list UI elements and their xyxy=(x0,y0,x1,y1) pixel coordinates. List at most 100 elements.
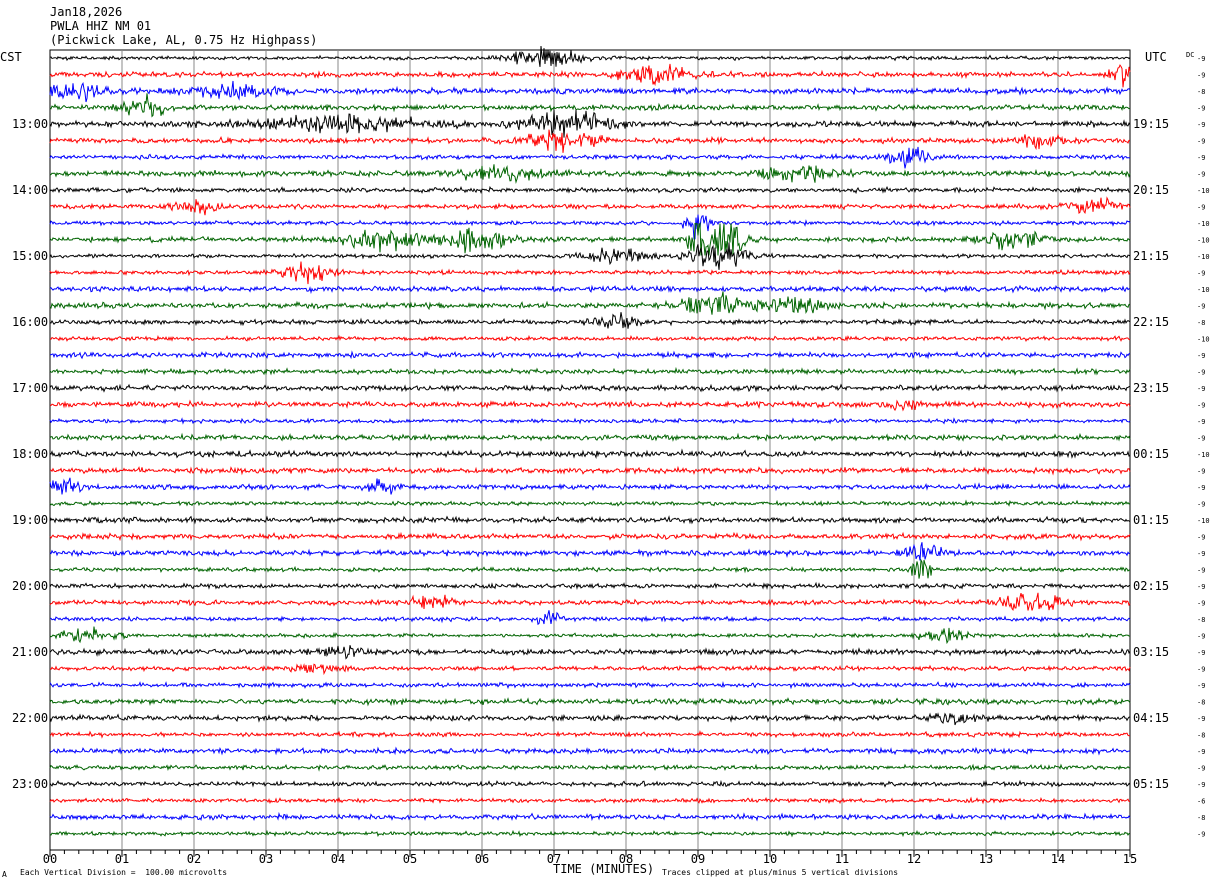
x-tick-label: 02 xyxy=(187,852,201,866)
dc-offset-label: -9 xyxy=(1197,121,1205,129)
seismic-trace xyxy=(50,334,1131,343)
dc-offset-label: -9 xyxy=(1197,72,1205,80)
right-hour-label: 20:15 xyxy=(1133,183,1169,197)
dc-offset-label: -9 xyxy=(1197,765,1205,773)
seismic-trace xyxy=(49,763,1131,772)
left-hour-label: 18:00 xyxy=(12,447,48,461)
seismic-trace xyxy=(49,185,1131,195)
seismic-trace xyxy=(49,366,1131,376)
x-tick-label: 15 xyxy=(1123,852,1137,866)
right-hour-label: 01:15 xyxy=(1133,513,1169,527)
left-hour-label: 23:00 xyxy=(12,777,48,791)
dc-offset-label: -9 xyxy=(1197,55,1205,63)
seismic-trace xyxy=(49,129,1130,153)
dc-offset-label: -9 xyxy=(1197,633,1205,641)
seismic-trace xyxy=(49,499,1131,507)
seismic-trace xyxy=(49,779,1131,789)
right-hour-label: 21:15 xyxy=(1133,249,1169,263)
seismic-trace xyxy=(49,109,1131,138)
seismic-trace xyxy=(49,542,1131,561)
seismic-trace xyxy=(49,465,1131,476)
dc-offset-label: -9 xyxy=(1197,781,1205,789)
seismic-trace xyxy=(49,399,1131,412)
dc-offset-label: -9 xyxy=(1197,418,1205,426)
x-tick-label: 01 xyxy=(115,852,129,866)
left-hour-label: 15:00 xyxy=(12,249,48,263)
dc-offset-label: -9 xyxy=(1197,468,1205,476)
dc-offset-label: -8 xyxy=(1197,88,1205,96)
dc-offset-label: -9 xyxy=(1197,435,1205,443)
seismic-trace xyxy=(49,432,1131,442)
seismic-trace xyxy=(49,697,1131,707)
left-hour-label: 14:00 xyxy=(12,183,48,197)
seismic-trace xyxy=(49,63,1131,88)
right-hour-label: 19:15 xyxy=(1133,117,1169,131)
seismic-trace xyxy=(49,645,1131,660)
dc-offset-label: -10 xyxy=(1197,253,1210,261)
dc-offset-label: -10 xyxy=(1197,517,1210,525)
dc-offset-label: -10 xyxy=(1197,237,1210,245)
right-hour-label: 02:15 xyxy=(1133,579,1169,593)
seismic-trace xyxy=(49,477,1131,495)
left-hour-label: 19:00 xyxy=(12,513,48,527)
dc-offset-label: -9 xyxy=(1197,154,1205,162)
seismic-trace xyxy=(49,312,1131,329)
right-hour-label: 05:15 xyxy=(1133,777,1169,791)
left-hour-label: 13:00 xyxy=(12,117,48,131)
seismic-trace xyxy=(49,196,1131,216)
dc-offset-label: -9 xyxy=(1197,715,1205,723)
seismic-trace xyxy=(49,829,1131,838)
dc-offset-label: -9 xyxy=(1197,204,1205,212)
seismic-trace xyxy=(49,531,1131,542)
dc-offset-label: -9 xyxy=(1197,369,1205,377)
x-tick-label: 07 xyxy=(547,852,561,866)
dc-offset-label: -9 xyxy=(1197,682,1205,690)
seismic-trace xyxy=(49,417,1131,425)
dc-offset-label: -9 xyxy=(1197,303,1205,311)
dc-offset-label: -9 xyxy=(1197,666,1205,674)
seismic-trace xyxy=(49,222,1131,256)
seismic-trace xyxy=(49,515,1131,525)
scale-note: Each Vertical Division = 100.00 microvol… xyxy=(20,868,228,877)
dc-offset-label: -9 xyxy=(1197,402,1205,410)
left-hour-label: 21:00 xyxy=(12,645,48,659)
dc-offset-label: -9 xyxy=(1197,600,1205,608)
seismic-trace xyxy=(49,448,1131,459)
dc-offset-label: -9 xyxy=(1197,385,1205,393)
seismic-trace xyxy=(49,681,1131,690)
dc-offset-label: -9 xyxy=(1197,138,1205,146)
x-tick-label: 08 xyxy=(619,852,633,866)
x-tick-label: 09 xyxy=(691,852,705,866)
dc-offset-label: -8 xyxy=(1197,699,1205,707)
plot-frame xyxy=(49,49,1131,851)
axis-labels: 00 01 02 03 04 05 06 07 08 09 10 11 12 13 14 15 13:00 14:… xyxy=(12,55,1210,866)
station-code: PWLA HHZ NM 01 xyxy=(50,19,152,33)
seismic-traces xyxy=(49,45,1131,838)
x-tick-label: 13 xyxy=(979,852,993,866)
seismic-trace xyxy=(49,284,1131,295)
seismic-trace xyxy=(49,350,1131,360)
right-timezone-label: UTC xyxy=(1145,50,1167,64)
dc-offset-label: -9 xyxy=(1197,534,1205,542)
station-location: (Pickwick Lake, AL, 0.75 Hz Highpass) xyxy=(50,33,318,47)
dc-offset-label: -9 xyxy=(1197,649,1205,657)
dc-offset-label: -8 xyxy=(1197,319,1205,327)
seismic-trace xyxy=(49,261,1131,285)
dc-offset-label: -10 xyxy=(1197,286,1210,294)
dc-offset-label: -9 xyxy=(1197,105,1205,113)
corner-mark: A xyxy=(2,870,7,879)
seismic-trace xyxy=(49,592,1131,611)
seismic-trace xyxy=(49,164,1131,184)
seismic-trace xyxy=(50,558,1131,579)
right-hour-label: 00:15 xyxy=(1133,447,1169,461)
dc-offset-label: -8 xyxy=(1197,814,1205,822)
x-tick-label: 14 xyxy=(1051,852,1065,866)
seismic-trace xyxy=(49,610,1131,626)
seismic-trace xyxy=(49,626,1131,645)
x-tick-label: 12 xyxy=(907,852,921,866)
dc-offset-label: -9 xyxy=(1197,748,1205,756)
seismic-trace xyxy=(49,712,1131,726)
x-tick-label: 03 xyxy=(259,852,273,866)
seismic-trace xyxy=(49,796,1130,805)
seismic-trace xyxy=(49,80,1131,103)
